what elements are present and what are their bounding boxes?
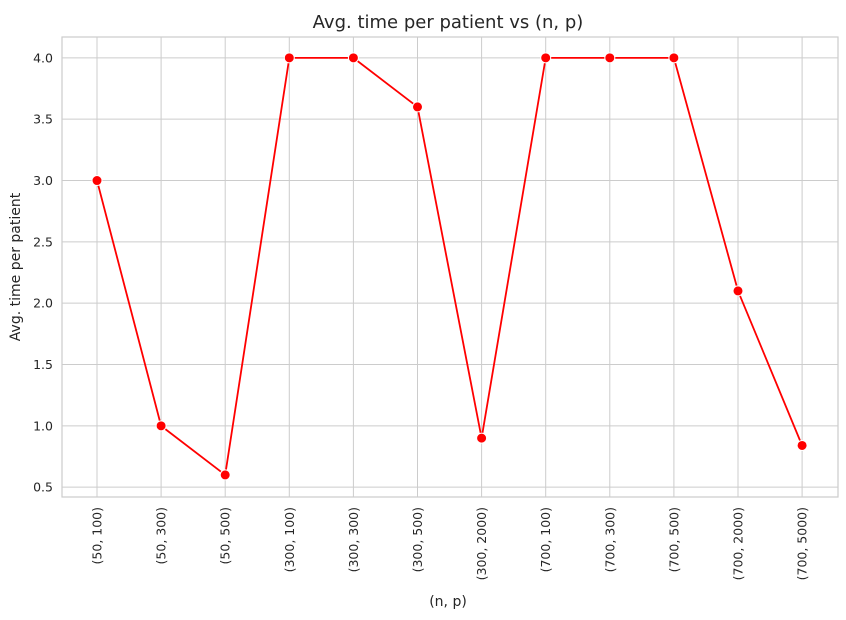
data-point xyxy=(412,101,423,113)
y-tick-label: 1.5 xyxy=(33,357,53,372)
data-point xyxy=(604,52,616,64)
y-tick-label: 3.0 xyxy=(33,173,53,188)
x-tick-label: (700, 2000) xyxy=(731,507,746,580)
x-tick-label: (50, 100) xyxy=(90,507,105,564)
x-tick-label: (700, 300) xyxy=(602,507,617,572)
x-tick-label: (700, 100) xyxy=(538,507,553,572)
data-point xyxy=(796,439,808,451)
data-point xyxy=(476,432,488,444)
y-tick-label: 2.5 xyxy=(33,234,53,249)
y-tick-labels: 0.5 1.0 1.5 2.0 2.5 3.0 3.5 4.0 xyxy=(33,50,53,494)
y-tick-label: 3.5 xyxy=(33,112,53,127)
x-tick-label: (700, 5000) xyxy=(795,507,810,580)
x-tick-label: (50, 300) xyxy=(154,507,169,564)
grid xyxy=(62,37,838,497)
data-point xyxy=(219,469,231,481)
x-axis-label: (n, p) xyxy=(429,594,467,610)
data-point xyxy=(91,175,103,187)
x-tick-label: (300, 300) xyxy=(346,507,361,572)
series-markers xyxy=(91,52,808,481)
x-tick-label: (300, 2000) xyxy=(474,507,489,580)
x-tick-label: (700, 500) xyxy=(666,507,681,572)
x-tick-label: (300, 500) xyxy=(410,507,425,572)
data-point xyxy=(732,285,744,297)
y-tick-label: 4.0 xyxy=(33,50,53,65)
y-tick-label: 1.0 xyxy=(33,418,53,433)
plot-frame xyxy=(61,36,839,498)
x-tick-labels: (50, 100) (50, 300) (50, 500) (300, 100) (30… xyxy=(90,507,810,580)
y-tick-label: 2.0 xyxy=(33,296,53,311)
series-line xyxy=(96,56,803,476)
data-point xyxy=(668,52,680,64)
y-tick-label: 0.5 xyxy=(33,480,53,495)
y-axis-label: Avg. time per patient xyxy=(8,192,24,341)
chart-title: Avg. time per patient vs (n, p) xyxy=(313,12,584,33)
data-point xyxy=(155,420,167,432)
data-point xyxy=(540,52,552,64)
series-line-group xyxy=(96,56,803,476)
x-tick-label: (300, 100) xyxy=(282,507,297,572)
data-point xyxy=(347,52,359,64)
data-point xyxy=(283,52,295,64)
x-tick-label: (50, 500) xyxy=(218,507,233,564)
